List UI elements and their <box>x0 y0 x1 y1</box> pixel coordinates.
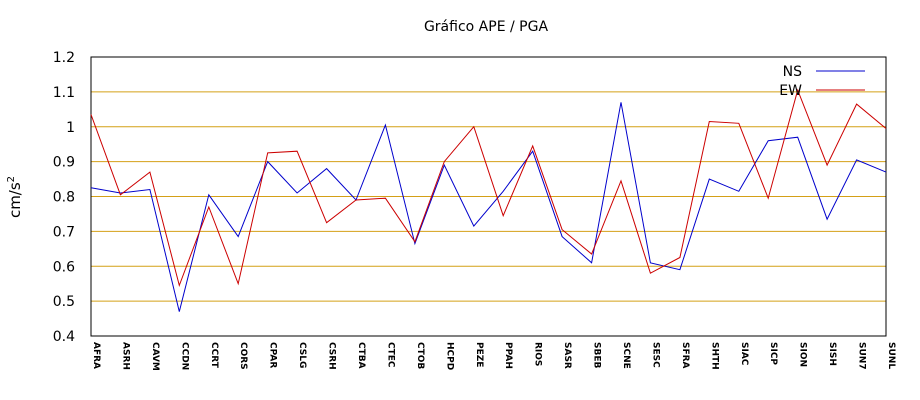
x-tick-label: CCDN <box>179 342 189 370</box>
x-tick-label: CCRT <box>209 342 219 369</box>
x-tick-label: AFRA <box>91 342 101 369</box>
x-tick-label: CORS <box>238 342 248 370</box>
legend-label-ns: NS <box>783 64 802 80</box>
x-tick-label: SICP <box>768 342 778 365</box>
y-tick-label: 0.6 <box>53 259 75 275</box>
x-tick-label: CSLG <box>297 342 307 368</box>
x-tick-label: SASR <box>562 342 572 369</box>
legend-label-ew: EW <box>779 83 802 99</box>
x-tick-label: ASRH <box>120 342 130 370</box>
x-tick-label: SFRA <box>680 342 690 369</box>
x-tick-label: PEZE <box>474 342 484 367</box>
series-lines <box>90 88 887 312</box>
y-tick-label: 1.1 <box>53 85 75 101</box>
x-tick-label: SUN7 <box>857 342 867 370</box>
plot-frame <box>90 56 887 337</box>
y-axis-unit-exponent: 2 <box>6 176 17 182</box>
x-tick-label: CTEC <box>385 342 395 368</box>
legend: NS EW <box>779 64 865 99</box>
gridlines <box>91 91 886 302</box>
series-line-ns <box>90 102 887 312</box>
x-axis-ticks: AFRA ASRH CAVM CCDN CCRT CORS CPAR CSLG CSRH CTBA… <box>91 342 896 371</box>
x-tick-label: CTOB <box>415 342 425 369</box>
x-tick-label: SIAC <box>739 342 749 366</box>
x-tick-label: CSRH <box>327 342 337 370</box>
y-axis-ticks: 0.4 0.5 0.6 0.7 0.8 0.9 1 1.1 1.2 <box>53 50 75 345</box>
x-tick-label: SESC <box>650 342 660 368</box>
chart-title: Gráfico APE / PGA <box>424 19 548 35</box>
x-tick-label: HCPD <box>444 342 454 370</box>
x-tick-label: SISH <box>827 342 837 366</box>
y-tick-label: 0.5 <box>53 294 75 310</box>
x-tick-label: SION <box>798 342 808 367</box>
x-tick-label: CTBA <box>356 342 366 369</box>
y-tick-label: 1 <box>66 120 75 136</box>
y-tick-label: 0.7 <box>53 224 75 240</box>
x-tick-label: SUNL <box>886 342 896 369</box>
x-tick-label: SHTH <box>709 342 719 370</box>
x-tick-label: CPAR <box>268 342 278 368</box>
x-tick-label: SBEB <box>592 342 602 368</box>
x-tick-label: PPAH <box>503 342 513 369</box>
x-tick-label: SCNE <box>621 342 631 369</box>
x-tick-label: CAVM <box>150 342 160 371</box>
y-axis-label: cm/s2 <box>6 176 24 218</box>
y-axis-unit: cm/s <box>6 182 24 218</box>
y-tick-label: 1.2 <box>53 50 75 66</box>
y-tick-label: 0.4 <box>53 329 75 345</box>
y-tick-label: 0.8 <box>53 190 75 206</box>
series-line-ew <box>90 88 887 288</box>
y-tick-label: 0.9 <box>53 155 75 171</box>
x-tick-label: RIOS <box>533 342 543 366</box>
